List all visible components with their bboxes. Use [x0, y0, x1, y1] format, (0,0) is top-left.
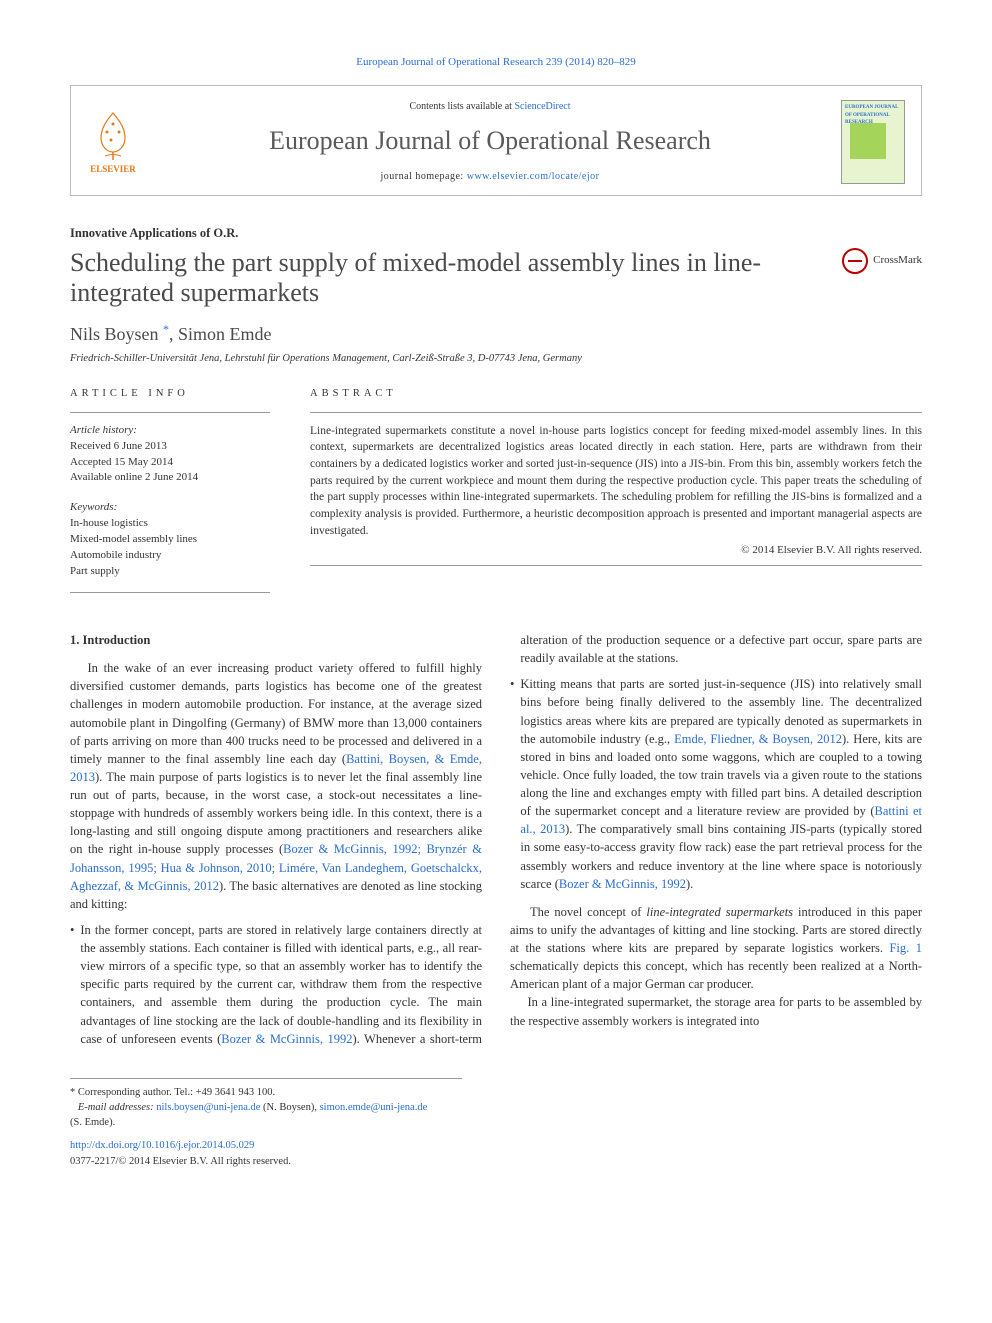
authors: Nils Boysen *, Simon Emde	[70, 321, 922, 347]
homepage-link[interactable]: www.elsevier.com/locate/ejor	[467, 171, 600, 182]
meta-row: ARTICLE INFO Article history: Received 6…	[70, 386, 922, 601]
article-info-col: ARTICLE INFO Article history: Received 6…	[70, 386, 270, 601]
crossmark-badge[interactable]: CrossMark	[842, 248, 922, 274]
journal-reference: European Journal of Operational Research…	[70, 55, 922, 71]
list-item: • Kitting means that parts are sorted ju…	[510, 675, 922, 893]
paragraph: In a line-integrated supermarket, the st…	[510, 993, 922, 1029]
keyword: Mixed-model assembly lines	[70, 532, 270, 548]
corresponding-footnote: * Corresponding author. Tel.: +49 3641 9…	[70, 1085, 462, 1100]
history-online: Available online 2 June 2014	[70, 470, 270, 486]
history-label: Article history:	[70, 423, 270, 439]
keyword: In-house logistics	[70, 516, 270, 532]
email-link[interactable]: nils.boysen@uni-jena.de	[156, 1102, 260, 1113]
abstract-head: ABSTRACT	[310, 386, 922, 401]
abstract-col: ABSTRACT Line-integrated supermarkets co…	[310, 386, 922, 601]
bullet-icon: •	[510, 675, 514, 893]
doi-link[interactable]: http://dx.doi.org/10.1016/j.ejor.2014.05…	[70, 1140, 254, 1151]
citation-link[interactable]: Bozer & McGinnis, 1992	[559, 877, 686, 891]
journal-title: European Journal of Operational Research	[157, 122, 823, 160]
abstract-copyright: © 2014 Elsevier B.V. All rights reserved…	[310, 543, 922, 559]
citation-link[interactable]: Emde, Fliedner, & Boysen, 2012	[674, 732, 842, 746]
section-label: Innovative Applications of O.R.	[70, 224, 922, 242]
elsevier-logo[interactable]: ELSEVIER	[87, 108, 139, 176]
paragraph: In the wake of an ever increasing produc…	[70, 659, 482, 913]
journal-header: ELSEVIER Contents lists available at Sci…	[70, 85, 922, 196]
intro-heading: 1. Introduction	[70, 631, 482, 649]
article-title: Scheduling the part supply of mixed-mode…	[70, 248, 824, 309]
doi-line: http://dx.doi.org/10.1016/j.ejor.2014.05…	[70, 1138, 922, 1153]
email-footnote: E-mail addresses: nils.boysen@uni-jena.d…	[70, 1100, 462, 1130]
contents-line: Contents lists available at ScienceDirec…	[157, 100, 823, 115]
history-received: Received 6 June 2013	[70, 439, 270, 455]
citation-link[interactable]: Bozer & McGinnis, 1992	[221, 1032, 352, 1046]
article-info-head: ARTICLE INFO	[70, 386, 270, 401]
crossmark-icon	[842, 248, 868, 274]
affiliation: Friedrich-Schiller-Universität Jena, Leh…	[70, 351, 922, 366]
footnotes: * Corresponding author. Tel.: +49 3641 9…	[70, 1078, 462, 1131]
journal-cover-thumb[interactable]: EUROPEAN JOURNAL OF OPERATIONAL RESEARCH	[841, 100, 905, 184]
body-text: 1. Introduction In the wake of an ever i…	[70, 631, 922, 1048]
history-accepted: Accepted 15 May 2014	[70, 455, 270, 471]
keyword: Automobile industry	[70, 548, 270, 564]
journal-ref-link[interactable]: European Journal of Operational Research…	[356, 56, 636, 68]
abstract-text: Line-integrated supermarkets constitute …	[310, 423, 922, 540]
journal-homepage: journal homepage: www.elsevier.com/locat…	[157, 170, 823, 185]
issn-line: 0377-2217/© 2014 Elsevier B.V. All right…	[70, 1154, 922, 1169]
figure-link[interactable]: Fig. 1	[889, 941, 922, 955]
sciencedirect-link[interactable]: ScienceDirect	[514, 101, 570, 112]
keywords-label: Keywords:	[70, 500, 270, 516]
email-link[interactable]: simon.emde@uni-jena.de	[320, 1102, 428, 1113]
keyword: Part supply	[70, 564, 270, 580]
paragraph: The novel concept of line-integrated sup…	[510, 903, 922, 994]
elsevier-tree-icon	[87, 108, 139, 163]
elsevier-label: ELSEVIER	[90, 163, 136, 176]
